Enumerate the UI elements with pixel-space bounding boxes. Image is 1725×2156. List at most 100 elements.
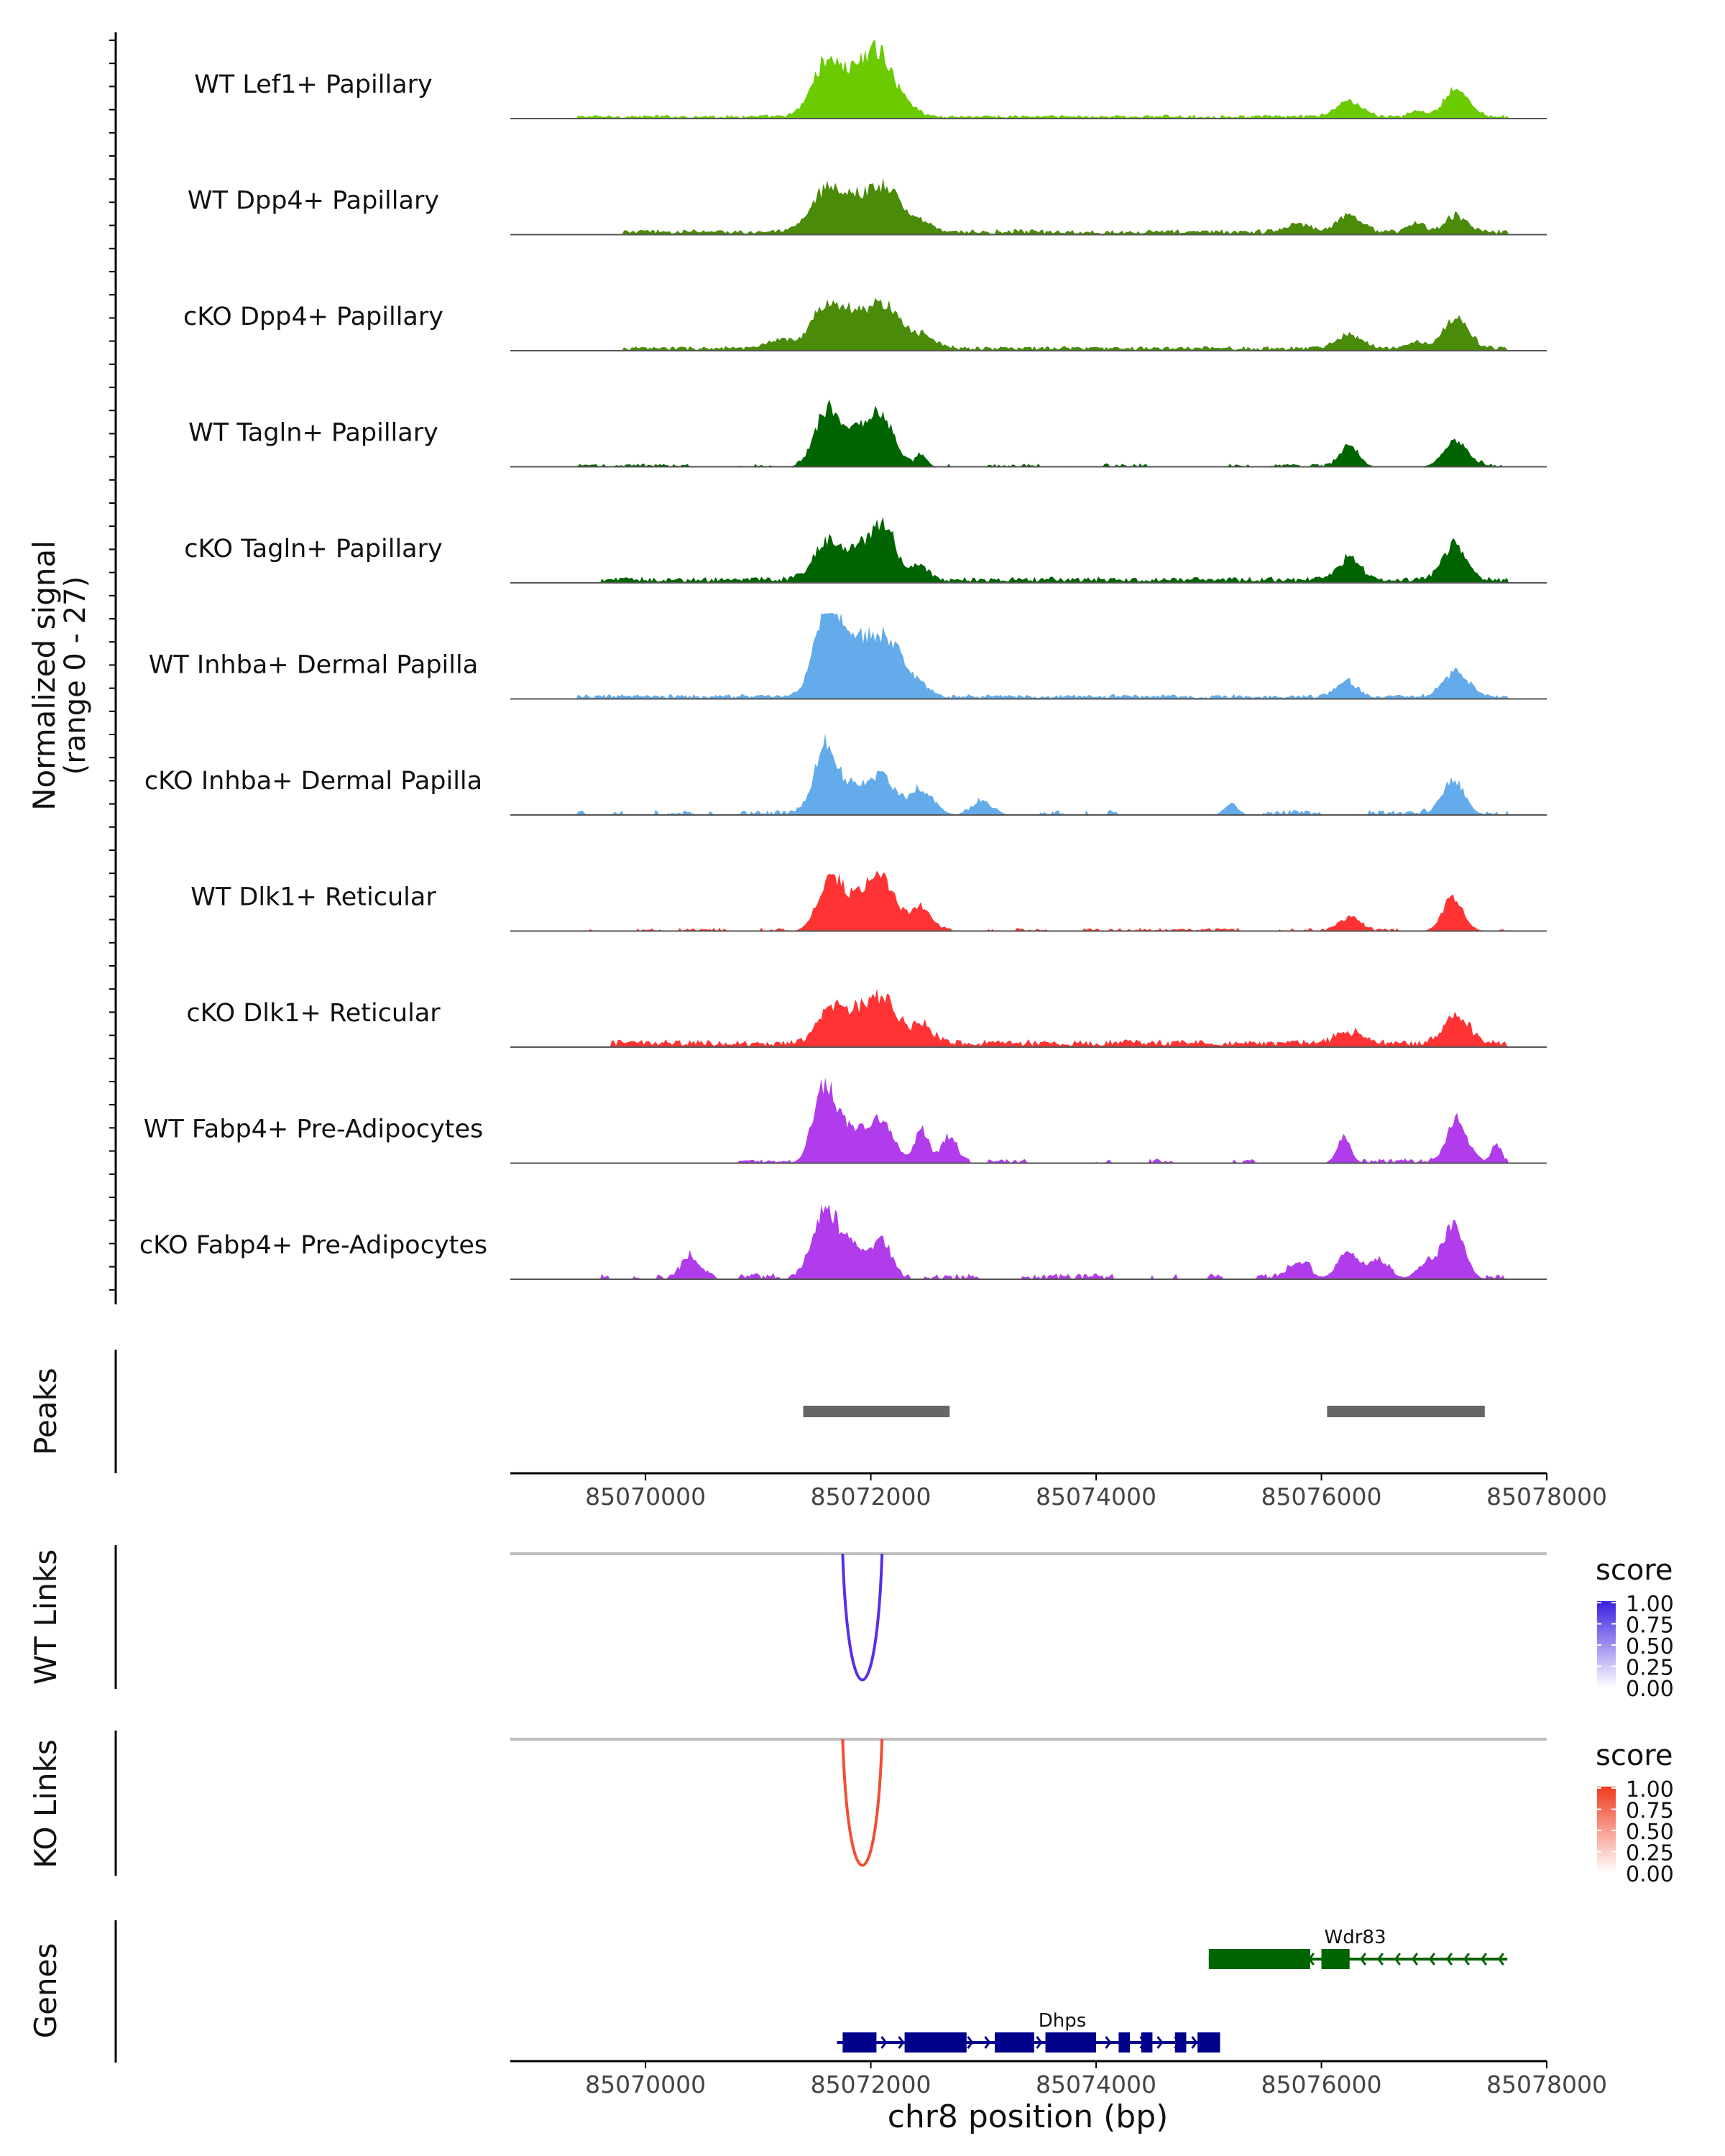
coverage-track: cKO Dpp4+ Papillary	[183, 298, 1547, 351]
strand-arrow	[1036, 2036, 1043, 2049]
strand-arrow	[1428, 1953, 1435, 1966]
ko-links-track	[841, 1738, 884, 1867]
strand-arrow	[1105, 2036, 1112, 2049]
coverage-track: cKO Tagln+ Papillary	[184, 517, 1547, 584]
link-arc	[841, 1738, 884, 1867]
x-axis-tick-label: 85070000	[585, 2070, 706, 2099]
ko-score-legend: score 1.000.750.500.250.00	[1596, 1739, 1674, 1887]
coverage-y-axis	[109, 32, 117, 1304]
coverage-track-label: WT Inhba+ Dermal Papilla	[149, 651, 478, 680]
coverage-track-label: cKO Dpp4+ Papillary	[183, 303, 443, 331]
strand-arrow	[1394, 1953, 1401, 1966]
y-axis-label-line1: Normalized signal	[27, 540, 62, 811]
x-axis-tick-label: 85076000	[1261, 1483, 1382, 1511]
coverage-track-label: cKO Fabp4+ Pre-Adipocytes	[139, 1231, 487, 1260]
coverage-track-label: WT Dpp4+ Papillary	[188, 187, 439, 216]
gene-exon	[1197, 2032, 1220, 2053]
strand-arrow	[880, 2036, 888, 2049]
x-axis-tick-label: 85074000	[1036, 2070, 1156, 2099]
coverage-area	[510, 1077, 1547, 1164]
wt-links-track	[841, 1553, 884, 1682]
coverage-track: cKO Inhba+ Dermal Papilla	[144, 733, 1547, 816]
coverage-area	[510, 399, 1547, 467]
coverage-track: WT Dpp4+ Papillary	[188, 178, 1547, 236]
legend-tick-label: 0.25	[1626, 1656, 1674, 1681]
wt-score-legend: score 1.000.750.500.250.00	[1596, 1554, 1674, 1702]
coverage-area	[510, 613, 1547, 699]
gene-model: Dhps	[837, 2010, 1220, 2053]
coverage-track-label: WT Fabp4+ Pre-Adipocytes	[144, 1115, 483, 1144]
x-axis-title: chr8 position (bp)	[888, 2099, 1169, 2135]
x-axis-tick-label: 85078000	[1486, 1483, 1607, 1511]
coverage-track-label: cKO Dlk1+ Reticular	[186, 999, 441, 1028]
strand-arrow	[1156, 2036, 1164, 2049]
genes-track: Wdr83 Dhps	[837, 1927, 1508, 2053]
legend-tick-label: 1.00	[1626, 1777, 1674, 1802]
strand-arrow	[898, 2036, 905, 2049]
gene-exon	[1118, 2032, 1131, 2053]
wt-legend-title: score	[1596, 1554, 1673, 1587]
strand-arrow	[967, 2036, 974, 2049]
ko-links-track-label: KO Links	[28, 1739, 63, 1869]
coverage-track: cKO Dlk1+ Reticular	[186, 988, 1547, 1048]
gene-exon	[842, 2032, 877, 2053]
gene-model: Wdr83	[1208, 1927, 1508, 1969]
peaks-track	[803, 1406, 1485, 1417]
coverage-track: WT Dlk1+ Reticular	[190, 870, 1547, 932]
strand-arrow	[1191, 2036, 1198, 2049]
gene-exon	[1321, 1949, 1350, 1969]
legend-tick-label: 0.25	[1626, 1841, 1674, 1866]
wt-links-track-label: WT Links	[28, 1549, 63, 1685]
gene-exon	[1174, 2032, 1187, 2053]
x-axis-tick-label: 85078000	[1486, 2070, 1607, 2099]
strand-arrow	[1411, 1953, 1418, 1966]
coverage-area	[510, 988, 1547, 1047]
peaks-track-label: Peaks	[28, 1368, 63, 1455]
strand-arrow	[1445, 1953, 1453, 1966]
strand-arrow	[1497, 1953, 1504, 1966]
coverage-track: WT Inhba+ Dermal Papilla	[149, 613, 1547, 700]
ko-legend-title: score	[1596, 1739, 1673, 1772]
coverage-track: WT Fabp4+ Pre-Adipocytes	[144, 1077, 1547, 1164]
x-axis-tick-label: 85076000	[1261, 2070, 1382, 2099]
legend-tick-label: 0.50	[1626, 1820, 1674, 1845]
x-axis-tick-label: 85072000	[811, 1483, 932, 1511]
peak-region	[1327, 1406, 1485, 1417]
strand-arrow	[1376, 1953, 1384, 1966]
coverage-tracks: WT Lef1+ Papillary WT Dpp4+ Papillary cKO …	[139, 40, 1547, 1280]
legend-tick-label: 0.00	[1626, 1677, 1674, 1702]
legend-tick-label: 0.00	[1626, 1862, 1674, 1887]
y-axis-label-line2: (range 0 - 27)	[59, 576, 92, 775]
legend-tick-label: 1.00	[1626, 1592, 1674, 1617]
gene-name-label: Dhps	[1039, 2010, 1087, 2032]
legend-tick-label: 0.75	[1626, 1613, 1674, 1639]
strand-arrow	[1480, 1953, 1487, 1966]
gene-exon	[1208, 1949, 1310, 1969]
coverage-track: WT Lef1+ Papillary	[194, 40, 1547, 119]
coverage-area	[510, 733, 1547, 815]
coverage-area	[510, 298, 1547, 351]
peak-region	[803, 1406, 950, 1417]
link-arc	[841, 1553, 884, 1682]
x-axis-tick-label: 85074000	[1036, 1483, 1156, 1511]
gene-exon	[1045, 2032, 1097, 2053]
coverage-track-label: WT Lef1+ Papillary	[194, 70, 433, 99]
x-axis-bottom: 85070000 85072000 85074000 85076000 85078000	[510, 2060, 1607, 2099]
coverage-area	[510, 1204, 1547, 1279]
x-axis-tick-label: 85072000	[811, 2070, 932, 2099]
legend-tick-label: 0.50	[1626, 1634, 1674, 1659]
strand-arrow	[1463, 1953, 1470, 1966]
coverage-track: cKO Fabp4+ Pre-Adipocytes	[139, 1204, 1547, 1280]
coverage-area	[510, 40, 1547, 119]
legend-tick-label: 0.75	[1626, 1799, 1674, 1824]
coverage-track-label: WT Tagln+ Papillary	[188, 419, 438, 448]
gene-exon	[1141, 2032, 1153, 2053]
coverage-track-label: WT Dlk1+ Reticular	[190, 883, 436, 912]
coverage-track-label: cKO Tagln+ Papillary	[184, 535, 443, 563]
coverage-track-label: cKO Inhba+ Dermal Papilla	[144, 767, 482, 796]
x-axis-tick-label: 85070000	[585, 1483, 706, 1511]
coverage-area	[510, 870, 1547, 931]
gene-exon	[994, 2032, 1034, 2053]
gene-exon	[904, 2032, 967, 2053]
